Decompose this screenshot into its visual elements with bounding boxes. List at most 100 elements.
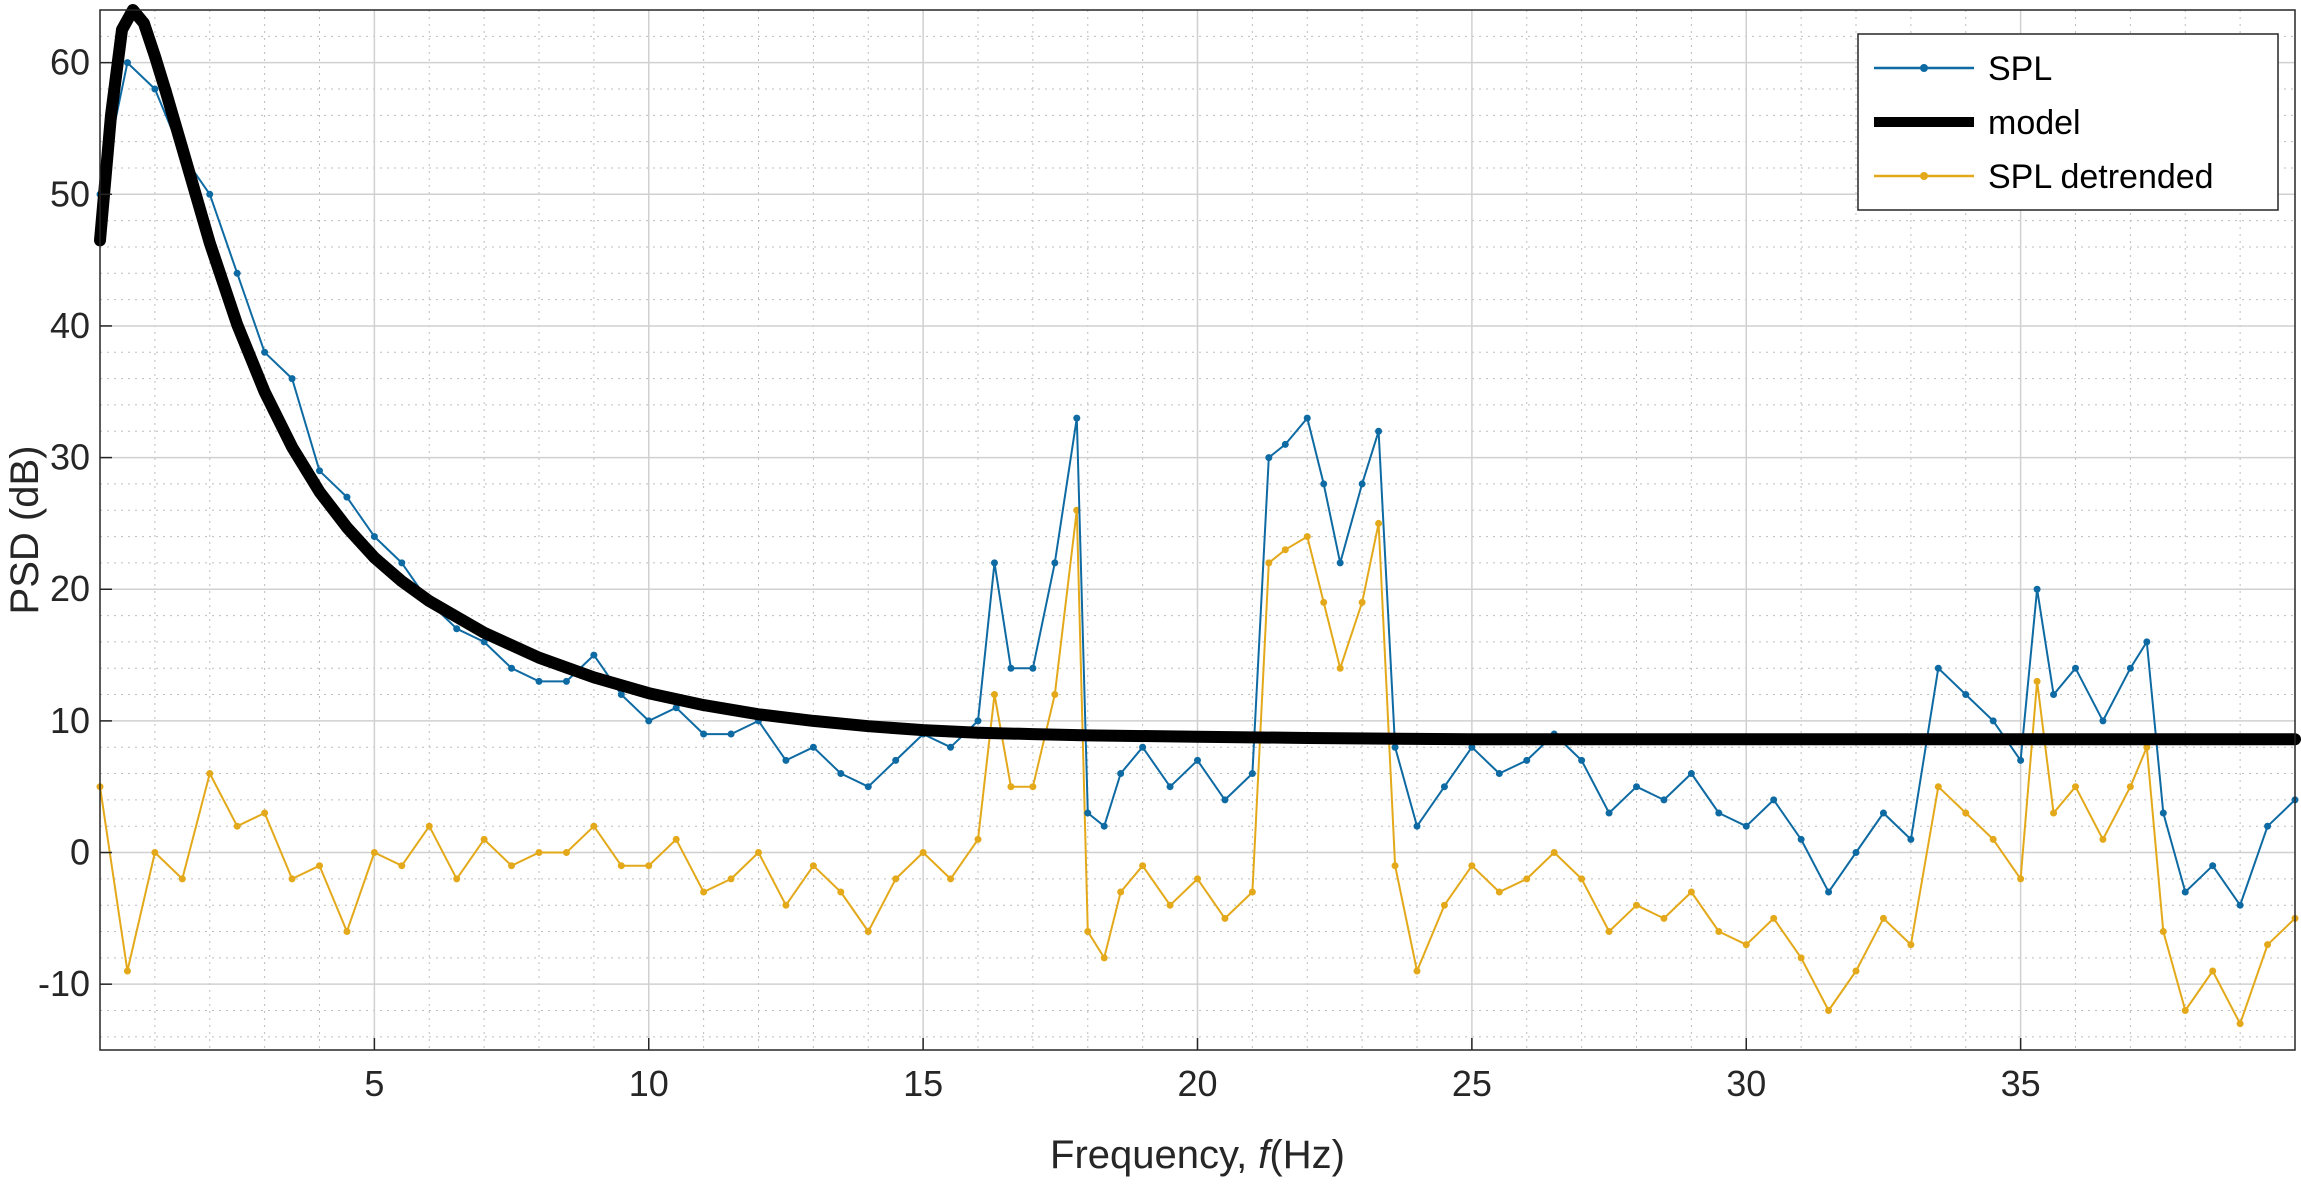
data-point-detrended [2072, 783, 2079, 791]
data-point-detrended [535, 849, 543, 857]
data-point-detrended [1139, 862, 1147, 870]
data-point-detrended [1633, 901, 1640, 909]
data-point-detrended [1495, 888, 1503, 896]
data-point-detrended [1852, 967, 1860, 975]
data-point-spl [1578, 756, 1586, 764]
data-point-spl [1320, 480, 1328, 488]
data-point-detrended [425, 822, 433, 830]
data-point-detrended [864, 928, 872, 936]
data-point-detrended [590, 822, 598, 830]
data-point-spl [1221, 796, 1229, 804]
data-point-detrended [1166, 901, 1174, 909]
data-point-detrended [809, 862, 817, 870]
data-point-spl [2159, 809, 2167, 817]
x-tick-label: 30 [1726, 1063, 1766, 1104]
y-tick-label: 50 [50, 173, 90, 214]
data-point-detrended [919, 849, 927, 857]
data-point-detrended [2099, 835, 2107, 843]
data-point-detrended [562, 849, 570, 857]
data-point-detrended [1375, 519, 1383, 527]
data-point-spl [1084, 809, 1092, 817]
data-point-spl [1989, 717, 1997, 725]
data-point-spl [1413, 822, 1421, 830]
data-point-spl [2209, 862, 2217, 870]
legend-label-model: model [1988, 104, 2081, 142]
data-point-spl [2017, 756, 2025, 764]
data-point-detrended [1051, 691, 1059, 699]
data-point-detrended [617, 862, 625, 870]
data-point-detrended [2050, 809, 2058, 817]
x-tick-label: 25 [1452, 1063, 1492, 1104]
data-point-spl [1742, 822, 1750, 830]
data-point-detrended [123, 967, 131, 975]
data-point-spl [672, 704, 680, 712]
data-point-detrended [1100, 954, 1108, 962]
data-point-detrended [2126, 783, 2134, 791]
data-point-spl [1007, 664, 1015, 672]
data-point-spl [1962, 691, 1970, 699]
data-point-detrended [206, 770, 214, 778]
data-point-spl [1248, 770, 1256, 778]
data-point-spl [1281, 440, 1289, 448]
data-point-spl [990, 559, 998, 567]
data-point-detrended [233, 822, 241, 830]
data-point-spl [2099, 717, 2107, 725]
data-point-spl [398, 559, 406, 567]
data-point-detrended [1440, 901, 1448, 909]
y-tick-label: 0 [70, 832, 90, 873]
y-axis-label: PSD (dB) [3, 446, 47, 615]
data-point-spl [727, 730, 735, 738]
data-point-spl [1907, 835, 1915, 843]
data-point-detrended [700, 888, 708, 896]
data-point-detrended [947, 875, 955, 883]
data-point-detrended [1962, 809, 1970, 817]
series-layer [94, 4, 2301, 1028]
data-point-spl [1265, 454, 1273, 462]
data-point-spl [2181, 888, 2189, 896]
data-point-detrended [727, 875, 735, 883]
data-point-detrended [892, 875, 900, 883]
data-point-detrended [1879, 914, 1887, 922]
legend-marker-spl [1920, 64, 1928, 72]
data-point-spl [1660, 796, 1668, 804]
data-point-spl [617, 691, 625, 699]
data-point-spl [562, 677, 570, 685]
data-point-detrended [370, 849, 378, 857]
tick-layer: 5 10 15 20 25 30 35 -10 0 10 20 30 40 50 60 [38, 42, 2041, 1104]
data-point-spl [645, 717, 653, 725]
data-point-spl [206, 190, 214, 198]
data-point-detrended [508, 862, 516, 870]
data-point-detrended [1907, 941, 1915, 949]
data-point-detrended [2264, 941, 2272, 949]
data-point-spl [1440, 783, 1448, 791]
data-point-detrended [1248, 888, 1256, 896]
data-point-detrended [782, 901, 790, 909]
x-tick-label: 10 [629, 1063, 669, 1104]
data-point-detrended [1391, 862, 1399, 870]
y-tick-label: 20 [50, 568, 90, 609]
data-point-spl [233, 269, 241, 277]
data-point-detrended [1358, 598, 1366, 606]
legend-entry-detrended: SPL detrended [1874, 158, 2214, 196]
data-point-spl [151, 85, 159, 93]
legend-entry-model: model [1874, 104, 2081, 142]
legend-entry-spl: SPL [1874, 50, 2052, 88]
data-point-spl [974, 717, 982, 725]
x-tick-label: 15 [903, 1063, 943, 1104]
data-point-detrended [1194, 875, 1201, 883]
legend-label-detrended: SPL detrended [1988, 158, 2214, 196]
data-point-detrended [1605, 928, 1613, 936]
minor-grid [99, 9, 2296, 1050]
data-point-spl [288, 375, 296, 383]
data-point-detrended [1303, 533, 1311, 541]
series-spl [96, 59, 2299, 909]
data-point-detrended [1578, 875, 1586, 883]
y-tick-label: 40 [50, 305, 90, 346]
data-point-detrended [1687, 888, 1695, 896]
data-point-detrended [2143, 743, 2151, 751]
data-point-detrended [1715, 928, 1723, 936]
x-tick-label: 35 [2001, 1063, 2041, 1104]
data-point-spl [1605, 809, 1613, 817]
data-point-spl [1303, 414, 1311, 422]
data-point-detrended [1825, 1007, 1833, 1015]
